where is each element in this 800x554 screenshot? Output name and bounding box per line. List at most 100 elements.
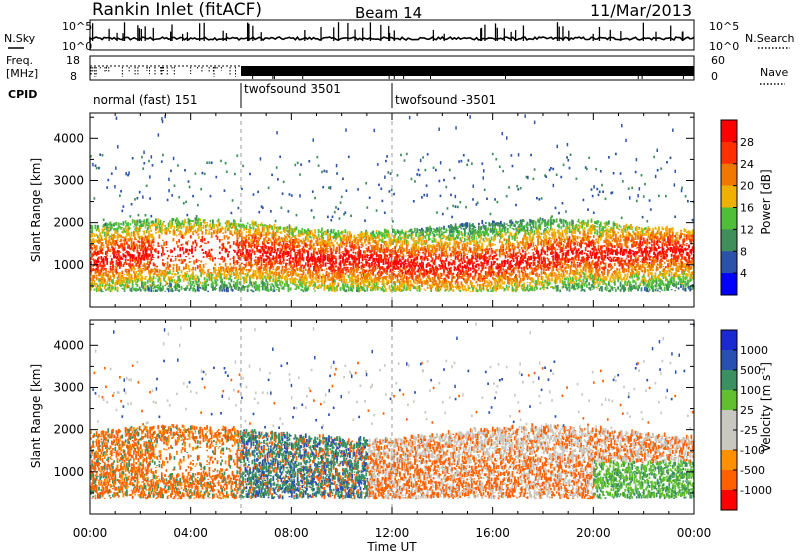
cpid-label: CPID [8,88,37,101]
range-cell [175,258,177,261]
range-cell [140,250,142,251]
range-cell [247,274,249,276]
range-cell [212,282,214,287]
range-cell [288,271,290,274]
range-cell [206,230,208,231]
range-cell [290,281,292,283]
range-cell [162,286,164,291]
range-cell [190,236,192,238]
range-cell [305,269,307,271]
range-cell [250,227,252,229]
range-cell [322,186,324,189]
range-cell [182,244,184,245]
range-cell [177,245,179,248]
range-cell [317,254,319,255]
range-cell [103,219,105,222]
range-cell [303,257,305,261]
range-cell [262,273,264,274]
range-cell [272,269,274,270]
range-cell [286,263,288,264]
range-cell [155,278,157,279]
range-cell [307,264,309,265]
range-cell [120,190,122,193]
range-cell [214,263,216,266]
range-cell [137,197,139,200]
range-cell [139,252,141,255]
range-cell [167,283,169,285]
range-cell [96,167,98,170]
range-cell [326,268,328,270]
range-cell [215,288,217,289]
range-cell [310,263,312,266]
range-cell [193,224,195,228]
range-cell [188,180,190,183]
range-cell [123,224,125,226]
range-cell [157,218,159,223]
range-cell [173,218,175,221]
nave-label: Nave [760,66,788,79]
range-cell [317,239,319,240]
range-cell [207,284,209,286]
range-cell [114,286,116,290]
range-cell [217,284,219,285]
range-cell [292,261,294,263]
range-cell [111,226,113,229]
range-cell [139,241,141,243]
range-cell [320,287,322,289]
range-cell [289,231,291,235]
range-cell [326,253,328,254]
range-cell [322,237,324,239]
range-cell [96,283,98,285]
range-cell [155,232,157,234]
range-cell [231,272,233,276]
range-cell [262,253,264,257]
range-cell [229,263,231,266]
range-cell [102,252,104,254]
range-cell [185,268,187,270]
range-cell [247,222,249,224]
range-cell [228,287,230,289]
range-cell [196,215,198,218]
range-cell [291,194,293,197]
range-cell [161,231,163,235]
range-cell [227,290,229,292]
range-cell [150,289,152,292]
range-cell [226,235,228,237]
range-cell [278,287,280,290]
range-cell [270,210,272,213]
range-cell [167,199,169,202]
range-cell [229,275,231,280]
range-cell [210,257,212,261]
range-cell [168,255,170,257]
range-cell [113,274,115,277]
range-cell [147,261,149,263]
range-cell [153,257,155,258]
range-cell [143,259,145,260]
range-cell [107,247,109,251]
range-cell [188,241,190,242]
range-cell [98,261,100,262]
range-cell [279,242,281,244]
range-cell [153,245,155,246]
range-cell [218,267,220,270]
range-cell [199,265,201,267]
range-cell [233,269,235,271]
range-cell [239,257,241,260]
range-cell [267,287,269,289]
range-cell [110,266,112,267]
range-cell [262,246,264,249]
range-cell [249,270,251,271]
range-cell [310,276,312,279]
range-cell [326,271,328,274]
range-cell [224,289,226,292]
range-cell [106,258,108,261]
range-cell [294,270,296,272]
range-cell [278,266,280,269]
range-cell [114,235,116,238]
range-cell [149,249,151,250]
range-cell [169,221,171,225]
range-cell [183,224,185,226]
range-cell [154,272,156,274]
range-cell [153,241,155,243]
range-cell [209,161,211,164]
